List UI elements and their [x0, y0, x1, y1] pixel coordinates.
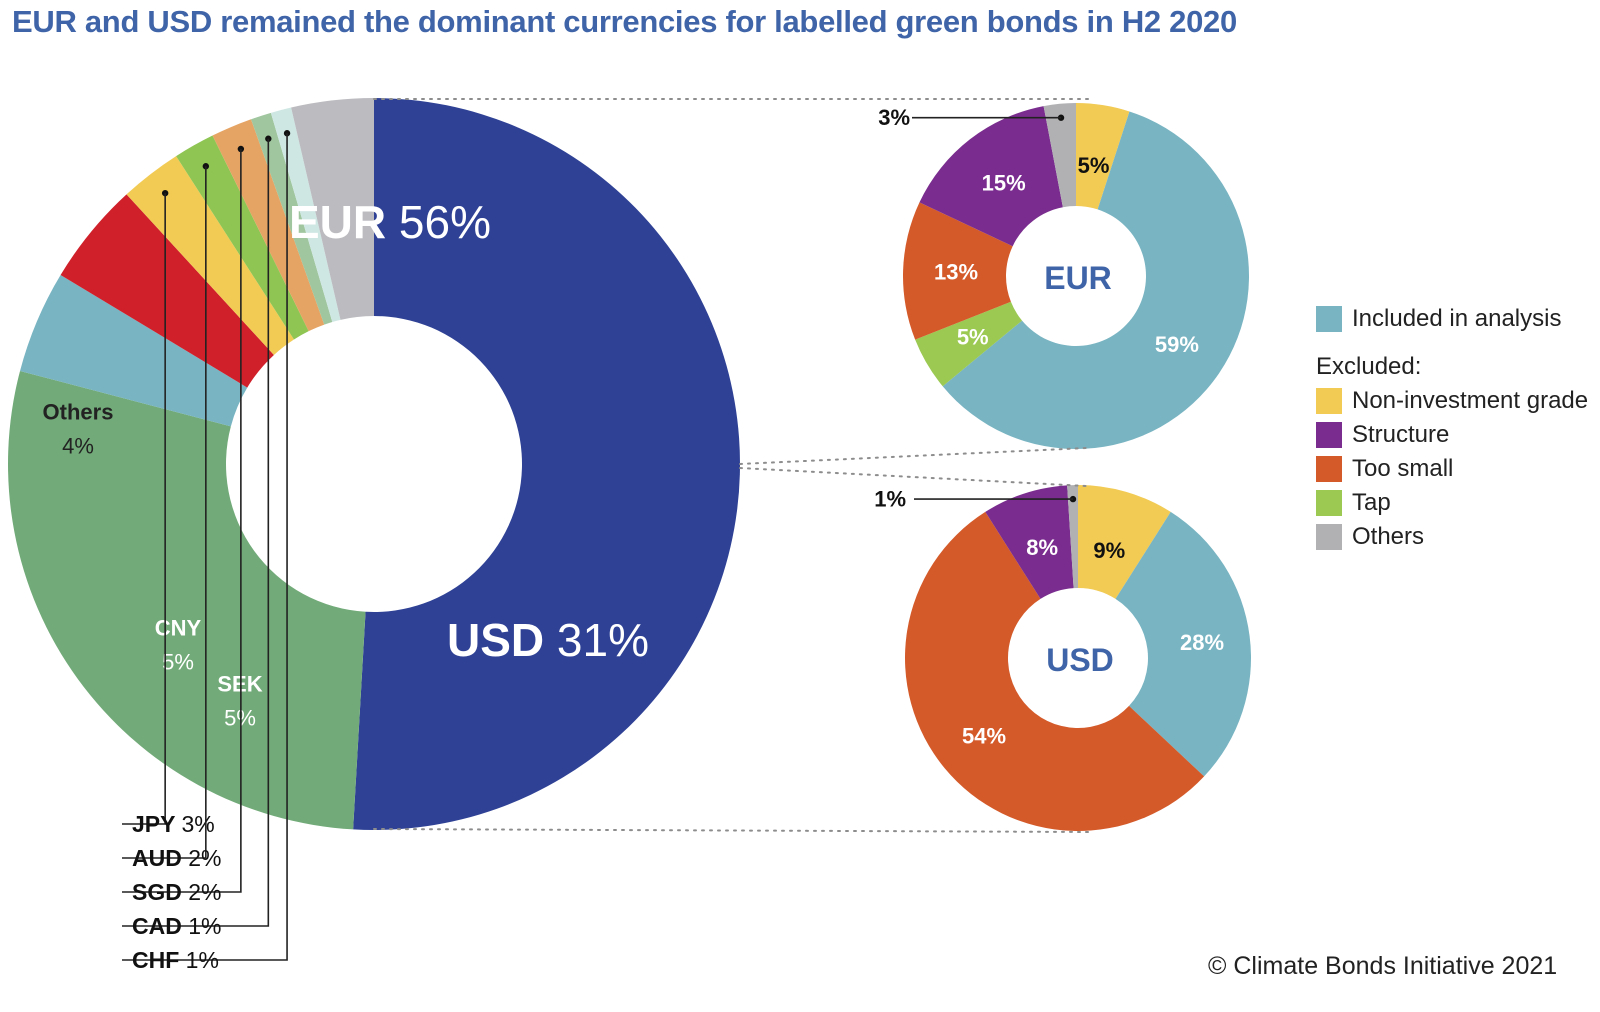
label-usd: USD 31%: [447, 614, 649, 666]
slice-cad: [251, 112, 333, 325]
legend-swatch-others: [1316, 524, 1342, 550]
eur-label-tap: 5%: [957, 325, 989, 350]
legend-swatch-toosmall: [1316, 456, 1342, 482]
chart-title: EUR and USD remained the dominant curren…: [12, 4, 1237, 39]
usd-slice-too-small: [904, 511, 1205, 832]
connector-usd-bottom: [373, 828, 1091, 833]
legend-swatch-included: [1316, 306, 1342, 332]
usd-others-leader-dot: [1069, 495, 1077, 503]
label-jpy: JPY 3%: [132, 811, 215, 837]
label-sgd: SGD 2%: [132, 879, 221, 905]
legend-swatch-noninvestment: [1316, 388, 1342, 414]
usd-label-others: 1%: [874, 487, 906, 512]
usd-center-label: USD: [1046, 642, 1114, 678]
label-aud: AUD 2%: [132, 845, 221, 871]
eur-label-included-in-analysis: 59%: [1155, 332, 1199, 357]
slice-others: [291, 98, 374, 320]
label-sek-value: 5%: [224, 706, 256, 731]
usd-label-too-small: 54%: [962, 723, 1006, 748]
legend-item-structure: Structure: [1316, 418, 1596, 452]
eur-slice-non-investment-grade: [1076, 103, 1130, 210]
legend-label-tap: Tap: [1352, 489, 1391, 516]
label-chf: CHF 1%: [132, 947, 219, 973]
legend-label-structure: Structure: [1352, 421, 1450, 448]
legend-swatch-tap: [1316, 490, 1342, 516]
leader-line-aud: [122, 166, 207, 859]
slice-aud: [176, 135, 309, 340]
usd-slice-included-in-analysis: [1115, 511, 1251, 777]
label-cny-value: 5%: [162, 650, 194, 675]
eur-slice-tap: [915, 301, 1023, 387]
legend-item-tap: Tap: [1316, 486, 1596, 520]
connector-eur-bottom: [739, 447, 1087, 465]
eur-slice-others: [1043, 103, 1076, 208]
eur-label-others: 3%: [878, 105, 910, 130]
usd-slice-structure: [985, 485, 1074, 599]
label-eur: EUR 56%: [289, 196, 491, 248]
legend-item-toosmall: Too small: [1316, 452, 1596, 486]
legend-item-noninvestment: Non-investment grade: [1316, 384, 1596, 418]
leader-line-jpy: [122, 193, 166, 825]
slice-chf: [270, 107, 341, 322]
usd-label-non-investment-grade: 9%: [1093, 538, 1125, 563]
eur-label-structure: 15%: [982, 170, 1026, 195]
label-cny-name: CNY: [155, 616, 202, 641]
slice-usd: [8, 370, 366, 830]
legend-label-included: Included in analysis: [1352, 305, 1562, 332]
connector-usd-top: [739, 467, 1087, 487]
eur-slice-included-in-analysis: [942, 111, 1249, 450]
legend-label-others: Others: [1352, 523, 1425, 550]
eur-label-non-investment-grade: 5%: [1078, 153, 1110, 178]
eur-label-too-small: 13%: [934, 260, 978, 285]
legend-excluded-heading: Excluded:: [1316, 353, 1422, 380]
usd-label-included-in-analysis: 28%: [1180, 630, 1224, 655]
eur-others-leader-dot: [1057, 114, 1065, 121]
usd-slice-others: [1067, 485, 1078, 589]
label-others-value: 4%: [62, 434, 94, 459]
legend-label-noninvestment: Non-investment grade: [1352, 387, 1589, 414]
label-sek-name: SEK: [217, 672, 262, 697]
copyright-note: © Climate Bonds Initiative 2021: [1208, 952, 1558, 980]
usd-label-structure: 8%: [1026, 535, 1058, 560]
usd-slice-non-investment-grade: [1078, 485, 1171, 599]
slice-sek: [20, 274, 248, 427]
legend-item-included: Included in analysis: [1316, 302, 1596, 336]
label-cad: CAD 1%: [132, 913, 221, 939]
label-others-name: Others: [43, 400, 114, 425]
legend-item-others: Others: [1316, 520, 1596, 554]
slice-cny: [60, 194, 274, 388]
leader-line-sgd: [122, 148, 242, 893]
eur-center-label: EUR: [1044, 260, 1112, 296]
slice-eur: [353, 98, 741, 830]
leader-line-chf: [122, 133, 288, 961]
slice-jpy: [126, 156, 294, 355]
eur-slice-too-small: [902, 202, 1013, 340]
legend: Included in analysis Excluded: Non-inves…: [1316, 302, 1596, 554]
eur-slice-structure: [919, 106, 1063, 247]
legend-swatch-structure: [1316, 422, 1342, 448]
leader-line-cad: [122, 138, 270, 927]
legend-label-toosmall: Too small: [1352, 455, 1454, 482]
